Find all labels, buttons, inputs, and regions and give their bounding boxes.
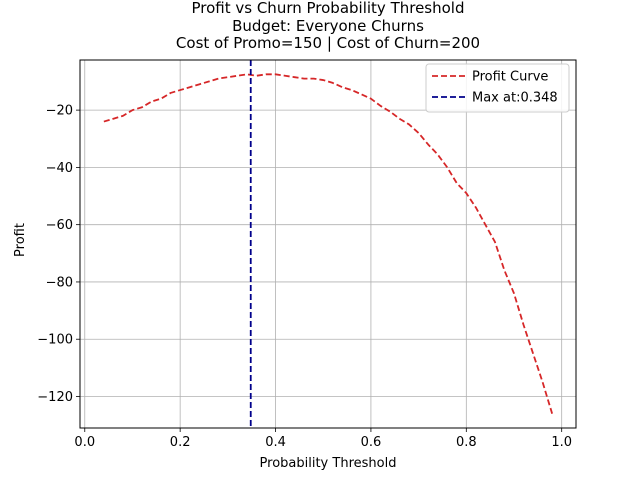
x-tick-label: 0.0 [74, 435, 95, 450]
y-tick-label: −40 [46, 161, 73, 176]
x-tick-label: 0.2 [170, 435, 191, 450]
plot-frame [79, 59, 577, 429]
x-axis-label: Probability Threshold [260, 456, 397, 471]
series-line-profit-curve [103, 73, 554, 414]
chart-subtitle-costs: Cost of Promo=150 | Cost of Churn=200 [176, 34, 480, 52]
legend-label-profit-curve: Profit Curve [472, 70, 548, 85]
y-tick-label: −60 [46, 218, 73, 233]
y-tick-label: −120 [37, 390, 73, 405]
axis-ticks: 0.0 0.2 0.4 0.6 0.8 1.0 −20 −40 −60 −80 −100 −120 [37, 104, 572, 450]
y-axis-label: Profit [13, 223, 28, 257]
x-tick-label: 1.0 [551, 435, 572, 450]
y-tick-label: −100 [37, 333, 73, 348]
legend-label-max-line: Max at:0.348 [472, 91, 558, 106]
y-tick-label: −80 [46, 275, 73, 290]
legend: Profit Curve Max at:0.348 [425, 63, 570, 113]
chart-subtitle-budget: Budget: Everyone Churns [232, 17, 424, 35]
grid [80, 60, 576, 428]
y-tick-label: −20 [46, 104, 73, 119]
x-tick-label: 0.6 [361, 435, 382, 450]
x-tick-label: 0.4 [265, 435, 286, 450]
x-tick-label: 0.8 [456, 435, 477, 450]
plot-area [103, 60, 554, 428]
chart-title: Profit vs Churn Probability Threshold [191, 0, 464, 17]
